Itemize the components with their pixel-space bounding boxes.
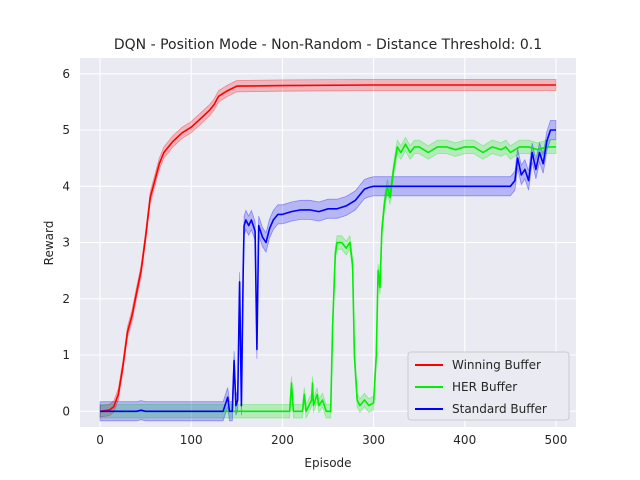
legend-label-0: Winning Buffer (452, 358, 541, 372)
series-lines (99, 84, 556, 413)
x-tick-label: 100 (180, 433, 203, 447)
x-tick-label: 500 (544, 433, 567, 447)
legend: Winning Buffer HER Buffer Standard Buffer (407, 351, 570, 421)
y-tick-label: 2 (62, 292, 70, 306)
legend-box (407, 351, 570, 421)
x-tick-label: 200 (271, 433, 294, 447)
y-tick-label: 0 (62, 404, 70, 418)
legend-label-1: HER Buffer (452, 380, 517, 394)
y-tick-label: 6 (62, 67, 70, 81)
x-tick-label: 400 (453, 433, 476, 447)
y-tick-label: 4 (62, 179, 70, 193)
y-tick-label: 5 (62, 123, 70, 137)
y-tick-label: 3 (62, 236, 70, 250)
chart-title: DQN - Position Mode - Non-Random - Dista… (114, 37, 542, 53)
y-tick-label: 1 (62, 348, 70, 362)
y-tick-labels: 0 1 2 3 4 5 6 (62, 67, 70, 419)
series-band-1 (99, 136, 557, 420)
x-axis-label: Episode (304, 456, 351, 470)
x-tick-label: 300 (362, 433, 385, 447)
x-tick-label: 0 (96, 433, 104, 447)
x-tick-labels: 0 100 200 300 400 500 (96, 433, 567, 447)
y-axis-label: Reward (42, 221, 56, 266)
series-line-2 (100, 129, 556, 413)
legend-label-2: Standard Buffer (452, 402, 547, 416)
series-line-0 (99, 84, 556, 413)
series-line-1 (100, 143, 556, 413)
series-band-2 (99, 120, 557, 422)
